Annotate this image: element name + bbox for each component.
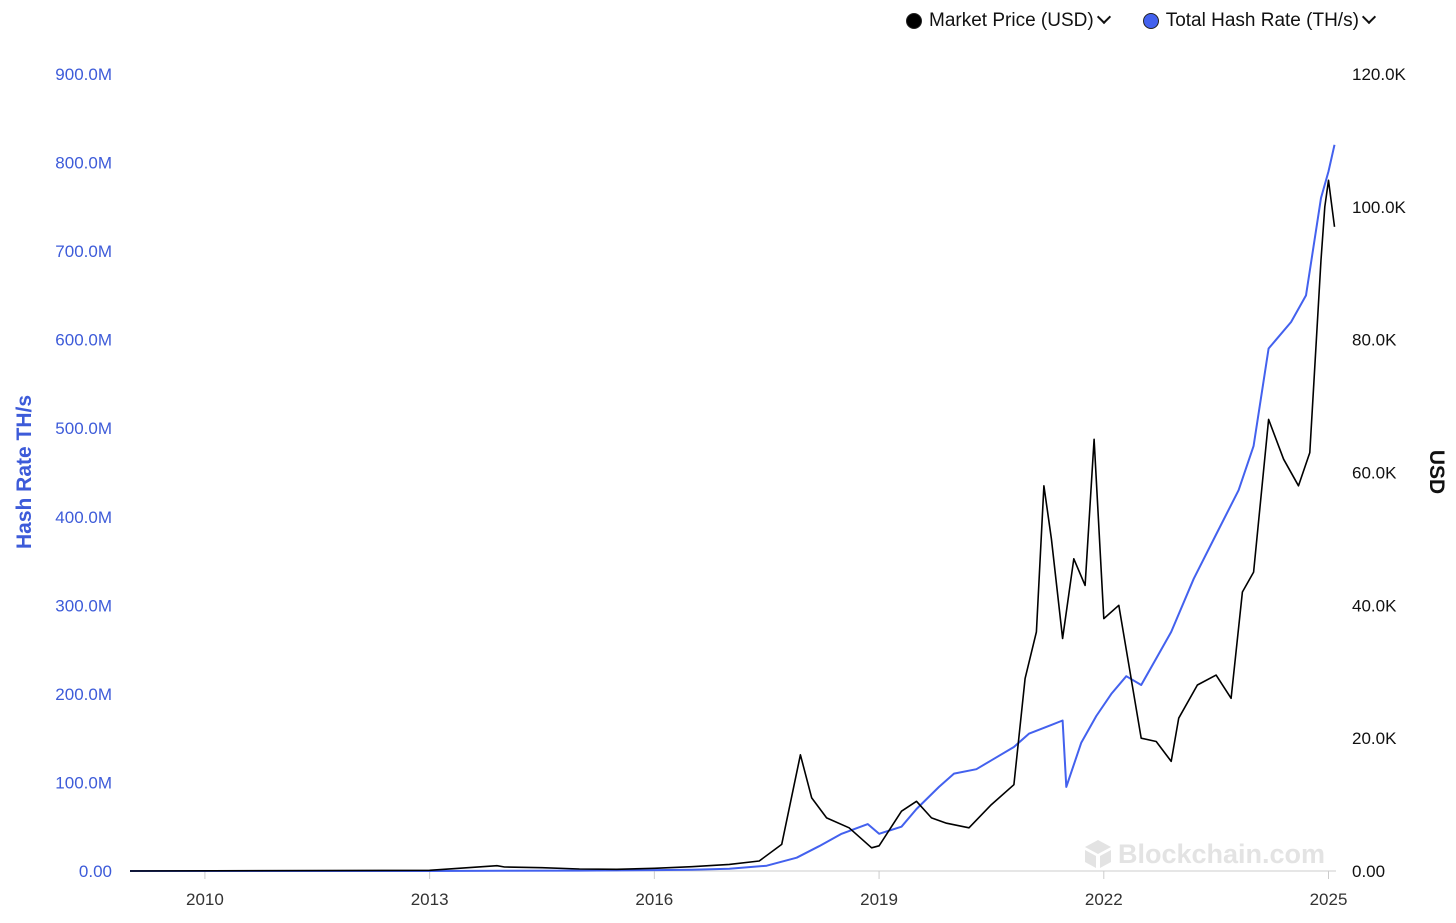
x-tick-label: 2016 [635,890,673,909]
right-y-axis: 0.00 20.0K 40.0K 60.0K 80.0K 100.0K 120.0K [1352,65,1407,881]
left-tick-label: 400.0M [55,508,112,527]
blockchain-logo-icon [1085,840,1111,868]
x-tick-label: 2010 [186,890,224,909]
left-axis-title: Hash Rate TH/s [13,395,36,549]
left-tick-label: 800.0M [55,154,112,173]
x-tick-label: 2013 [411,890,449,909]
chevron-down-icon[interactable] [1361,9,1376,25]
series-line-market-price [129,179,1336,872]
left-tick-label: 900.0M [55,65,112,84]
left-tick-label: 200.0M [55,685,112,704]
x-tick-label: 2025 [1310,890,1348,909]
legend-dot-hash-rate [1142,13,1159,29]
watermark-text: Blockchain.com [1118,839,1325,869]
x-tick-label: 2019 [860,890,898,909]
chevron-down-icon[interactable] [1096,9,1111,25]
series-group [129,144,1336,872]
legend-dot-market-price [906,13,922,29]
right-tick-label: 60.0K [1352,464,1397,483]
legend-label-market-price: Market Price (USD) [929,10,1094,31]
legend-item-market-price[interactable]: Market Price (USD) [906,9,1111,32]
right-tick-label: 20.0K [1352,729,1397,748]
right-tick-label: 100.0K [1352,198,1407,217]
right-tick-label: 80.0K [1352,331,1397,350]
left-tick-label: 300.0M [55,596,112,615]
left-tick-label: 600.0M [55,331,112,350]
x-axis: 2010 2013 2016 2019 2022 2025 [130,870,1348,909]
left-tick-label: 100.0M [55,773,112,792]
right-tick-label: 40.0K [1352,596,1397,615]
legend-item-hash-rate[interactable]: Total Hash Rate (TH/s) [1142,9,1376,32]
left-tick-label: 0.00 [79,862,112,881]
series-line-hash-rate [130,144,1336,872]
left-tick-label: 500.0M [55,419,112,438]
legend-label-hash-rate: Total Hash Rate (TH/s) [1165,10,1359,31]
right-tick-label: 0.00 [1352,862,1385,881]
legend: Market Price (USD) Total Hash Rate (TH/s… [906,9,1376,32]
right-tick-label: 120.0K [1352,65,1407,84]
left-y-axis: 0.00 100.0M 200.0M 300.0M 400.0M 500.0M 600.0M… [55,65,112,881]
right-axis-title: USD [1425,450,1448,494]
x-tick-label: 2022 [1085,890,1123,909]
left-tick-label: 700.0M [55,242,112,261]
watermark: Blockchain.com [1085,839,1325,869]
